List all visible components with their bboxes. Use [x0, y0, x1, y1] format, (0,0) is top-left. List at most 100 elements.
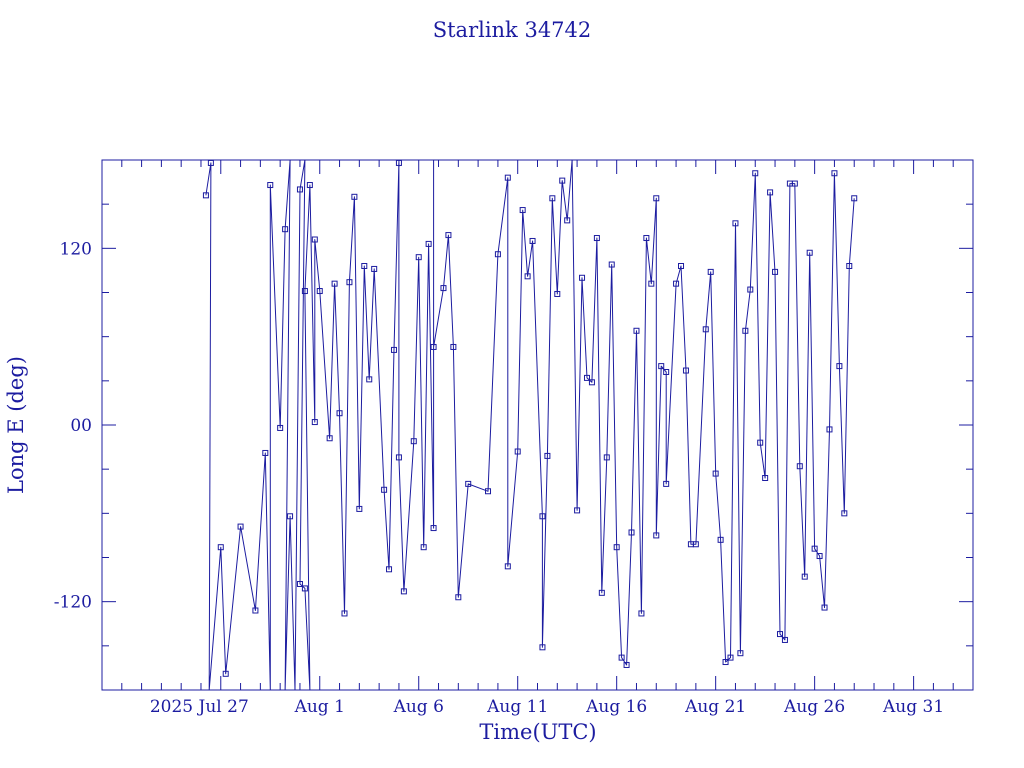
y-tick-label: 00 — [70, 416, 92, 436]
tick-marks — [101, 159, 974, 691]
data-point-marker — [539, 644, 546, 651]
data-point-marker — [648, 280, 655, 287]
data-point-marker — [841, 510, 848, 517]
data-point-marker — [346, 279, 353, 286]
data-point-marker — [653, 195, 660, 202]
data-point-marker — [485, 488, 492, 495]
data-point-marker — [588, 379, 595, 386]
data-point-marker — [593, 235, 600, 242]
data-point-marker — [237, 523, 244, 530]
data-point-marker — [663, 480, 670, 487]
data-point-marker — [504, 563, 511, 570]
data-point-marker — [846, 263, 853, 269]
data-point-marker — [544, 452, 551, 459]
data-point-marker — [801, 573, 808, 580]
data-point-marker — [316, 288, 323, 295]
data-point-marker — [341, 610, 348, 617]
data-point-marker — [762, 475, 769, 481]
data-point-marker — [717, 536, 724, 543]
x-axis-label: Time(UTC) — [479, 720, 596, 744]
data-point-marker — [430, 525, 437, 532]
data-point-marker — [826, 426, 833, 433]
data-point-marker — [524, 273, 531, 280]
y-tick-labels: -120 00 120 — [54, 239, 92, 612]
data-point-marker — [658, 363, 665, 370]
data-point-marker — [727, 654, 734, 661]
data-point-marker — [608, 261, 615, 268]
data-point-marker — [420, 544, 427, 551]
data-point-marker — [440, 285, 447, 292]
data-point-marker — [752, 170, 759, 177]
x-tick-label: Aug 26 — [783, 697, 845, 717]
data-point-marker — [836, 363, 843, 370]
data-point-marker — [331, 280, 338, 287]
data-point-marker — [390, 346, 397, 353]
x-tick-label: Aug 16 — [585, 697, 647, 717]
data-point-marker — [267, 182, 274, 189]
data-point-marker — [623, 661, 630, 668]
data-point-marker — [301, 288, 308, 295]
y-tick-label: -120 — [54, 593, 92, 613]
data-point-marker — [539, 513, 546, 520]
data-point-marker — [638, 610, 645, 617]
data-point-marker — [757, 439, 764, 446]
data-point-marker — [336, 410, 343, 417]
plot-frame — [101, 159, 974, 691]
data-point-marker — [410, 438, 417, 445]
data-point-marker — [371, 265, 378, 272]
data-point-marker — [306, 182, 313, 189]
data-point-marker — [722, 659, 729, 666]
data-point-marker — [583, 374, 590, 381]
data-point-marker — [821, 604, 828, 611]
chart-title: Starlink 34742 — [433, 18, 592, 42]
data-point-marker — [628, 529, 635, 536]
data-point-marker — [430, 343, 437, 350]
data-point-marker — [781, 636, 788, 643]
data-point-marker — [202, 192, 209, 199]
data-point-marker — [519, 207, 526, 214]
data-point-marker — [549, 195, 556, 202]
data-point-marker — [742, 327, 749, 334]
data-point-marker — [262, 449, 269, 456]
data-point-marker — [554, 290, 561, 297]
data-point-marker — [811, 545, 818, 552]
data-point-marker — [682, 367, 689, 374]
data-point-marker — [816, 553, 823, 560]
x-tick-label: Aug 31 — [882, 697, 944, 717]
data-point-marker — [400, 588, 407, 595]
data-point-marker — [618, 654, 625, 661]
data-point-marker — [301, 585, 308, 592]
data-point-marker — [574, 507, 581, 514]
data-point-marker — [791, 180, 798, 187]
x-tick-label: Aug 1 — [294, 697, 345, 717]
data-point-marker — [381, 486, 388, 493]
data-point-marker — [326, 435, 333, 442]
data-point-marker — [287, 513, 294, 520]
data-point-marker — [776, 631, 783, 638]
x-tick-label: Aug 6 — [393, 697, 444, 717]
data-point-marker — [692, 541, 699, 548]
data-point-marker — [277, 424, 284, 431]
data-point-marker — [222, 670, 229, 677]
data-point-marker — [361, 263, 368, 269]
data-point-marker — [445, 232, 452, 239]
data-point-marker — [465, 480, 472, 487]
data-point-marker — [386, 566, 393, 573]
data-point-marker — [643, 235, 650, 242]
data-point-marker — [707, 268, 714, 275]
data-point-marker — [311, 236, 318, 243]
series-line — [205, 159, 855, 691]
data-point-marker — [366, 376, 373, 383]
data-point-marker — [425, 240, 432, 247]
data-point-marker — [529, 237, 536, 244]
data-point-marker — [504, 174, 511, 181]
data-point-marker — [767, 189, 774, 196]
data-point-marker — [747, 286, 754, 293]
data-point-marker — [296, 581, 303, 587]
x-tick-label: 2025 Jul 27 — [150, 697, 249, 717]
data-point-marker — [796, 463, 803, 470]
data-point-marker — [559, 177, 566, 184]
data-point-marker — [603, 454, 610, 461]
data-point-marker — [455, 594, 462, 601]
